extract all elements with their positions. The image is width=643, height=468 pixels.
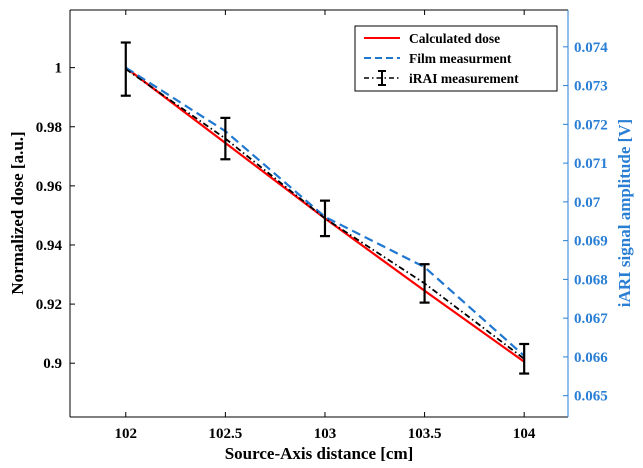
y-tick-label: 0.9 xyxy=(43,356,62,372)
y2-tick-label: 0.074 xyxy=(574,40,608,56)
y-tick-label: 1 xyxy=(55,61,63,77)
y2-tick-label: 0.073 xyxy=(574,79,608,95)
y2-tick-label: 0.072 xyxy=(574,117,608,133)
y2-axis-title: iARI signal amplitude [V] xyxy=(615,119,634,307)
x-tick-label: 102.5 xyxy=(209,426,243,442)
y2-tick-label: 0.069 xyxy=(574,234,608,250)
y2-tick-label: 0.07 xyxy=(574,195,601,211)
x-tick-label: 102 xyxy=(115,426,138,442)
ticks-layer: 102 102.5 103 103.5 104 0.9 0.92 0.94 0.96 0.98 1 0… xyxy=(36,10,608,442)
series-line-2 xyxy=(125,68,525,360)
series-layer xyxy=(120,41,530,375)
y2-tick-label: 0.068 xyxy=(574,272,608,288)
axes-layer xyxy=(69,9,569,418)
y2-tick-label: 0.066 xyxy=(574,350,608,366)
y-axis-title: Normalized dose [a.u.] xyxy=(8,131,27,294)
legend-label-irai: iRAI measurement xyxy=(409,71,519,86)
x-axis-title: Source-Axis distance [cm] xyxy=(225,444,414,463)
x-tick-label: 104 xyxy=(513,426,536,442)
series-line-1 xyxy=(125,66,525,357)
y2-tick-label: 0.067 xyxy=(574,311,608,327)
x-tick-label: 103.5 xyxy=(408,426,442,442)
y-tick-label: 0.94 xyxy=(36,238,63,254)
legend-label-film: Film measurment xyxy=(409,51,512,66)
y2-tick-label: 0.071 xyxy=(574,156,608,172)
y-tick-label: 0.96 xyxy=(36,179,63,195)
y2-tick-label: 0.065 xyxy=(574,389,608,405)
legend: Calculated dose Film measurment iRAI mea… xyxy=(354,25,558,92)
x-tick-label: 103 xyxy=(314,426,337,442)
legend-label-calculated: Calculated dose xyxy=(409,31,500,46)
y-tick-label: 0.92 xyxy=(36,297,62,313)
y-tick-label: 0.98 xyxy=(36,120,62,136)
